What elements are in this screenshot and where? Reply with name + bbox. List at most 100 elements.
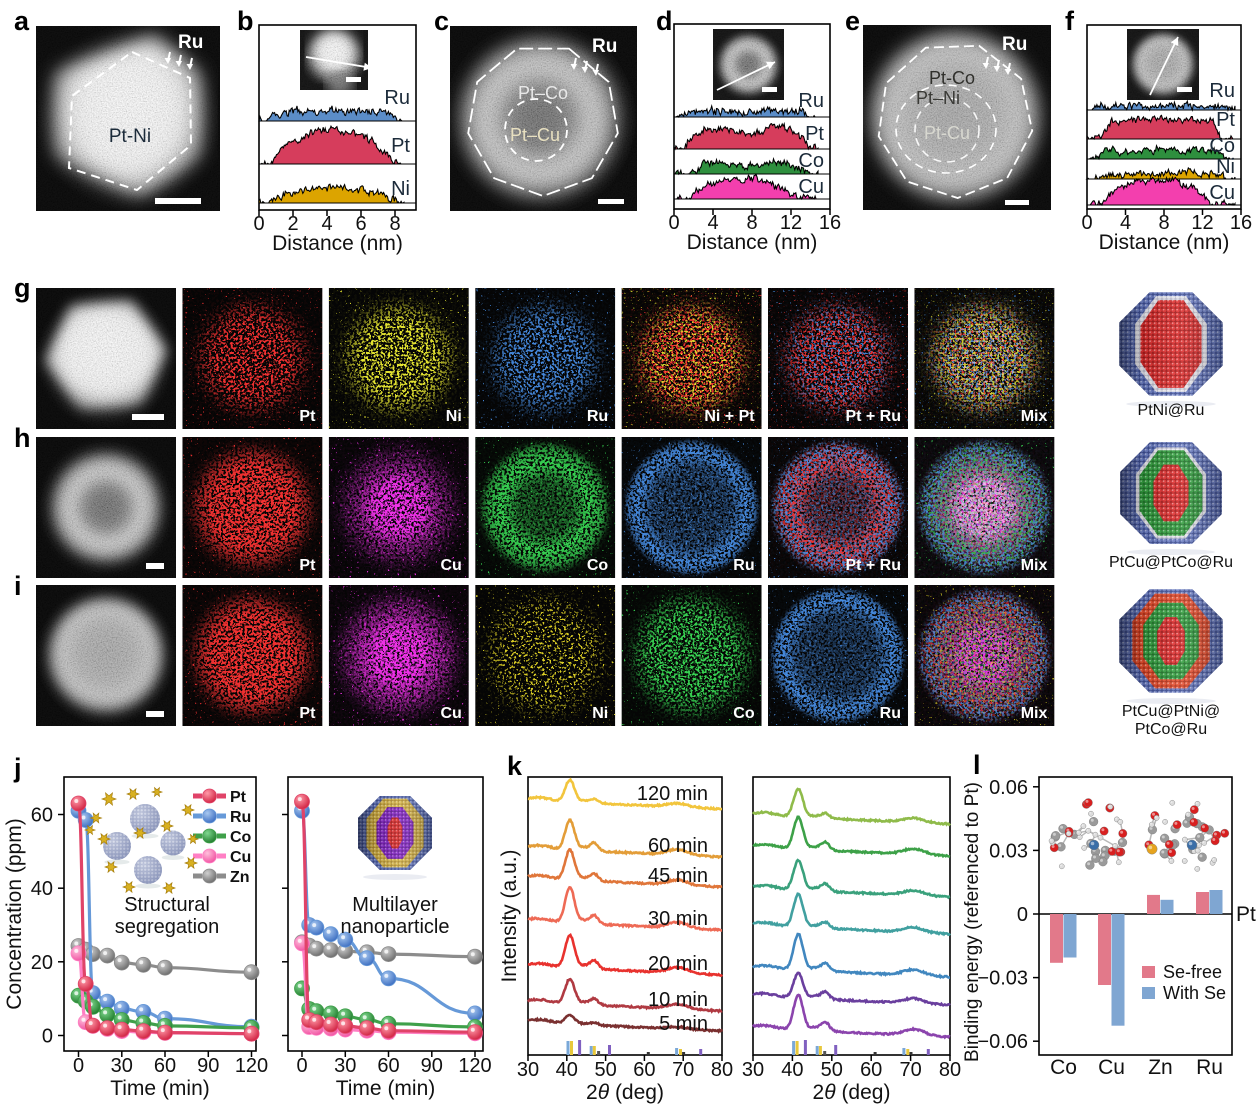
svg-text:45 min: 45 min — [648, 865, 708, 887]
svg-text:2θ (deg): 2θ (deg) — [586, 1081, 664, 1104]
svg-text:d: d — [656, 6, 673, 36]
svg-text:Co: Co — [587, 557, 609, 574]
svg-text:Ru: Ru — [1196, 1056, 1223, 1079]
svg-text:0: 0 — [668, 212, 679, 234]
svg-text:Ru: Ru — [1002, 34, 1027, 55]
svg-text:Pt-Co: Pt-Co — [929, 68, 975, 88]
svg-text:90: 90 — [421, 1055, 443, 1077]
svg-text:Pt–Ni: Pt–Ni — [916, 88, 960, 108]
svg-text:0: 0 — [253, 213, 264, 235]
svg-text:Cu: Cu — [798, 176, 824, 198]
svg-text:Intensity (a.u.): Intensity (a.u.) — [498, 849, 521, 982]
svg-text:Co: Co — [798, 150, 824, 172]
svg-text:Multilayer: Multilayer — [352, 894, 438, 916]
svg-text:0: 0 — [1017, 904, 1028, 926]
svg-text:60: 60 — [860, 1059, 882, 1081]
svg-text:g: g — [14, 273, 31, 303]
svg-text:Ru: Ru — [178, 32, 203, 53]
svg-text:b: b — [237, 6, 254, 36]
svg-text:Concentration (ppm): Concentration (ppm) — [3, 818, 26, 1009]
svg-text:Pt–Co: Pt–Co — [518, 83, 568, 103]
svg-text:Ni: Ni — [592, 705, 608, 722]
svg-text:30: 30 — [742, 1059, 764, 1081]
svg-text:120 min: 120 min — [637, 783, 708, 805]
svg-text:Pt + Ru: Pt + Ru — [845, 557, 901, 574]
svg-text:Ru: Ru — [592, 36, 617, 57]
svg-text:Ru: Ru — [1209, 80, 1235, 102]
svg-text:30: 30 — [334, 1055, 356, 1077]
svg-text:PtCu@PtNi@: PtCu@PtNi@ — [1122, 703, 1220, 720]
svg-text:Co: Co — [1050, 1056, 1077, 1079]
svg-text:−0.06: −0.06 — [977, 1031, 1028, 1053]
svg-text:Se-free: Se-free — [1163, 962, 1222, 982]
svg-text:Ru: Ru — [733, 557, 754, 574]
svg-text:90: 90 — [197, 1055, 219, 1077]
svg-text:Mix: Mix — [1021, 557, 1048, 574]
svg-text:c: c — [434, 6, 449, 36]
svg-text:Ni: Ni — [1216, 156, 1235, 178]
svg-text:Pt: Pt — [391, 135, 410, 157]
svg-text:120: 120 — [235, 1055, 268, 1077]
svg-text:5 min: 5 min — [659, 1013, 708, 1035]
svg-text:70: 70 — [672, 1059, 694, 1081]
svg-text:PtCo@Ru: PtCo@Ru — [1135, 721, 1207, 738]
svg-text:j: j — [13, 753, 22, 783]
svg-text:Pt: Pt — [299, 705, 316, 722]
svg-text:PtNi@Ru: PtNi@Ru — [1138, 402, 1205, 419]
svg-text:Pt: Pt — [805, 123, 824, 145]
svg-text:Zn: Zn — [1148, 1056, 1173, 1079]
svg-text:0.06: 0.06 — [989, 777, 1028, 799]
svg-text:30: 30 — [517, 1059, 539, 1081]
svg-text:Pt: Pt — [230, 789, 247, 806]
svg-text:Time (min): Time (min) — [336, 1077, 436, 1100]
svg-text:40: 40 — [31, 878, 53, 900]
svg-text:0.03: 0.03 — [989, 840, 1028, 862]
svg-text:−0.03: −0.03 — [977, 968, 1028, 990]
svg-text:Ru: Ru — [798, 90, 824, 112]
svg-text:0: 0 — [73, 1055, 84, 1077]
svg-text:Cu: Cu — [1098, 1056, 1125, 1079]
svg-text:a: a — [14, 6, 30, 36]
svg-text:30 min: 30 min — [648, 908, 708, 930]
svg-text:0: 0 — [42, 1026, 53, 1048]
svg-text:f: f — [1065, 6, 1075, 36]
svg-text:Pt: Pt — [299, 408, 316, 425]
svg-text:Pt: Pt — [1216, 109, 1235, 131]
svg-text:Distance (nm): Distance (nm) — [1099, 231, 1230, 254]
svg-text:120: 120 — [458, 1055, 491, 1077]
svg-text:60: 60 — [377, 1055, 399, 1077]
svg-text:20: 20 — [31, 952, 53, 974]
svg-text:e: e — [845, 6, 860, 36]
svg-text:Ru: Ru — [880, 705, 901, 722]
svg-text:40: 40 — [556, 1059, 578, 1081]
svg-text:Co: Co — [230, 829, 252, 846]
svg-text:segregation: segregation — [115, 916, 220, 938]
svg-text:Structural: Structural — [124, 894, 210, 916]
svg-text:0: 0 — [1081, 212, 1092, 234]
svg-text:20 min: 20 min — [648, 953, 708, 975]
svg-text:h: h — [14, 423, 31, 453]
svg-text:Ru: Ru — [384, 87, 410, 109]
svg-text:PtCu@PtCo@Ru: PtCu@PtCo@Ru — [1109, 554, 1233, 571]
svg-text:Pt + Ru: Pt + Ru — [845, 408, 901, 425]
svg-text:Ru: Ru — [230, 809, 251, 826]
svg-text:Ru: Ru — [587, 408, 608, 425]
svg-text:Zn: Zn — [230, 869, 250, 886]
svg-text:50: 50 — [594, 1059, 616, 1081]
svg-text:60: 60 — [633, 1059, 655, 1081]
svg-text:60: 60 — [154, 1055, 176, 1077]
svg-text:k: k — [507, 751, 523, 781]
svg-text:Ni: Ni — [446, 408, 462, 425]
svg-text:2θ (deg): 2θ (deg) — [813, 1081, 891, 1104]
svg-text:Distance (nm): Distance (nm) — [687, 231, 818, 254]
svg-text:80: 80 — [711, 1059, 733, 1081]
svg-text:16: 16 — [1230, 212, 1252, 234]
svg-text:16: 16 — [819, 212, 841, 234]
svg-text:Ni + Pt: Ni + Pt — [704, 408, 755, 425]
svg-text:60: 60 — [31, 805, 53, 827]
svg-text:Mix: Mix — [1021, 408, 1048, 425]
svg-text:Distance (nm): Distance (nm) — [272, 232, 403, 255]
svg-text:60 min: 60 min — [648, 835, 708, 857]
svg-text:Cu: Cu — [1209, 182, 1235, 204]
svg-text:Mix: Mix — [1021, 705, 1048, 722]
